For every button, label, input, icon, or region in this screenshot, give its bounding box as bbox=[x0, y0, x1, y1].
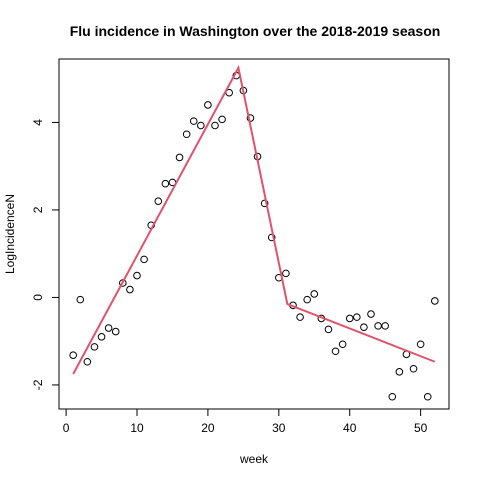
data-point bbox=[189, 117, 198, 125]
data-point bbox=[126, 285, 134, 294]
data-point bbox=[331, 347, 340, 356]
data-point bbox=[381, 322, 389, 330]
data-point bbox=[182, 130, 191, 139]
data-point bbox=[218, 115, 226, 124]
data-point bbox=[395, 368, 404, 376]
data-point bbox=[416, 340, 425, 349]
data-point bbox=[310, 290, 319, 298]
data-point bbox=[423, 392, 432, 401]
data-point bbox=[431, 297, 439, 305]
y-axis: -2 0 2 4 bbox=[31, 119, 60, 390]
plot-frame bbox=[58, 58, 450, 410]
data-point bbox=[367, 310, 375, 318]
y-axis-label: LogIncidenceN bbox=[3, 194, 17, 274]
chart-title: Flu incidence in Washington over the 201… bbox=[70, 23, 441, 39]
data-point bbox=[409, 364, 418, 373]
data-point bbox=[338, 340, 347, 349]
data-point bbox=[161, 179, 170, 188]
data-point bbox=[76, 295, 85, 304]
data-point bbox=[360, 323, 368, 331]
x-tick-label: 20 bbox=[201, 421, 215, 435]
data-point bbox=[282, 269, 290, 278]
data-point bbox=[353, 313, 361, 321]
x-tick-label: 40 bbox=[343, 421, 357, 435]
x-axis-label: week bbox=[239, 452, 269, 466]
x-tick-label: 30 bbox=[272, 421, 286, 435]
data-points bbox=[69, 71, 439, 401]
data-point bbox=[140, 255, 148, 264]
data-point bbox=[154, 197, 163, 205]
fit-line bbox=[72, 64, 436, 375]
data-point bbox=[388, 392, 397, 401]
y-tick-label: 2 bbox=[31, 206, 45, 213]
data-point bbox=[324, 325, 333, 334]
data-point bbox=[133, 271, 141, 280]
data-point bbox=[197, 121, 205, 130]
data-point bbox=[211, 121, 219, 130]
data-point bbox=[175, 153, 184, 162]
data-point bbox=[345, 314, 354, 323]
data-point bbox=[97, 333, 106, 341]
data-point bbox=[83, 357, 92, 366]
y-tick-label: 4 bbox=[31, 119, 45, 126]
data-point bbox=[119, 279, 127, 287]
data-point bbox=[90, 343, 99, 351]
x-tick-label: 10 bbox=[130, 421, 144, 435]
data-point bbox=[374, 322, 382, 330]
data-point bbox=[260, 199, 269, 208]
data-point bbox=[267, 233, 276, 242]
x-axis: 0 10 20 30 40 50 bbox=[63, 408, 428, 435]
data-point bbox=[69, 351, 77, 359]
data-point bbox=[111, 327, 120, 336]
x-tick-label: 0 bbox=[63, 421, 70, 435]
x-tick-label: 50 bbox=[414, 421, 428, 435]
data-point bbox=[104, 324, 113, 332]
y-tick-label: -2 bbox=[31, 379, 45, 390]
data-point bbox=[303, 295, 311, 304]
y-tick-label: 0 bbox=[31, 294, 45, 301]
data-point bbox=[204, 101, 212, 109]
data-point bbox=[296, 313, 304, 321]
